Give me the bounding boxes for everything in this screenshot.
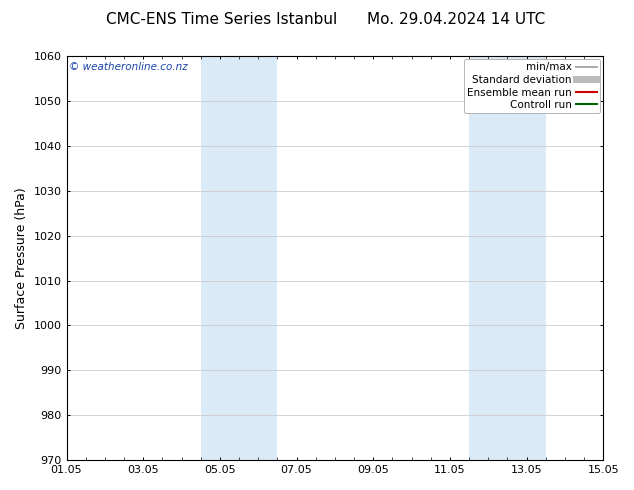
Bar — [469, 56, 546, 460]
Text: © weatheronline.co.nz: © weatheronline.co.nz — [69, 62, 188, 72]
Text: Mo. 29.04.2024 14 UTC: Mo. 29.04.2024 14 UTC — [367, 12, 546, 27]
Legend: min/max, Standard deviation, Ensemble mean run, Controll run: min/max, Standard deviation, Ensemble me… — [464, 59, 600, 113]
Bar — [201, 56, 277, 460]
Y-axis label: Surface Pressure (hPa): Surface Pressure (hPa) — [15, 187, 28, 329]
Text: CMC-ENS Time Series Istanbul: CMC-ENS Time Series Istanbul — [107, 12, 337, 27]
